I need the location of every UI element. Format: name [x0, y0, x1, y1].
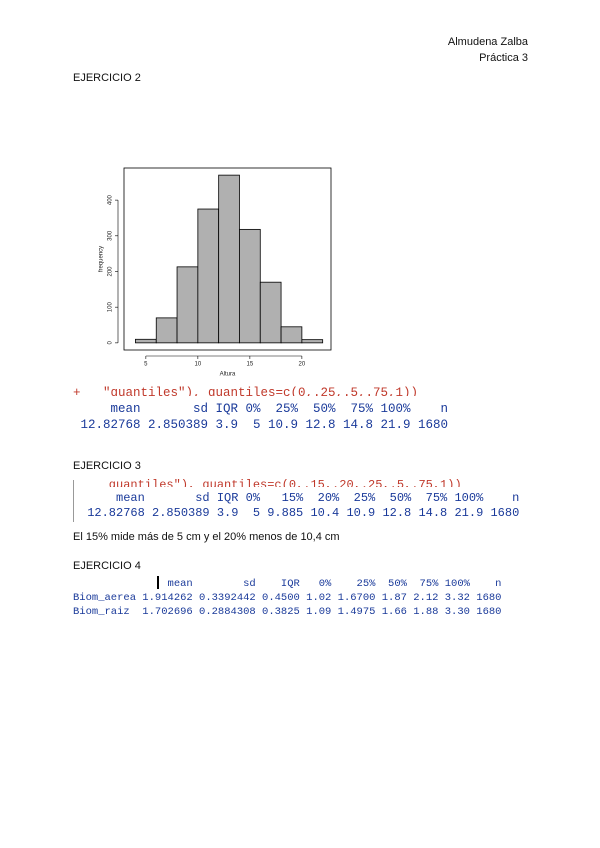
output-line: Biom_raiz 1.702696 0.2884308 0.3825 1.09…	[73, 606, 502, 618]
section-title: EJERCICIO 3	[73, 460, 141, 472]
bar	[301, 339, 324, 344]
y-tick-label: 100	[108, 302, 114, 313]
y-tick-label: 200	[108, 266, 114, 277]
x-tick-label: 10	[195, 362, 202, 368]
bar	[218, 174, 240, 344]
x-tick-label: 20	[299, 362, 306, 368]
bar	[197, 208, 220, 344]
plot-frame	[123, 167, 332, 351]
subtitle: Práctica 3	[479, 52, 528, 64]
bar	[280, 326, 303, 344]
section-title: EJERCICIO 2	[73, 72, 141, 84]
y-axis-label: frequency	[99, 246, 105, 272]
note: El 15% mide más de 5 cm y el 20% menos d…	[73, 531, 340, 543]
output-line: Biom_aerea 1.914262 0.3392442 0.4500 1.0…	[73, 592, 502, 604]
bar	[155, 317, 178, 344]
bar	[135, 338, 157, 344]
code-line: + "quantiles"), quantiles=c(0,.25,.5,.75…	[73, 386, 419, 396]
bar	[239, 228, 261, 344]
output-line: 12.82768 2.850389 3.9 5 10.9 12.8 14.8 2…	[73, 418, 449, 432]
output-line: mean sd IQR 0% 25% 50% 75% 100% n	[73, 402, 449, 416]
cursor	[157, 576, 159, 589]
x-axis-label: Altura	[220, 372, 236, 378]
y-tick-label: 0	[108, 341, 114, 345]
y-tick-label: 300	[108, 230, 114, 241]
output-line: mean sd IQR 0% 15% 20% 25% 50% 75% 100% …	[80, 491, 520, 505]
bar	[176, 266, 199, 344]
output-line: 12.82768 2.850389 3.9 5 9.885 10.4 10.9 …	[80, 506, 520, 520]
x-tick-label: 15	[247, 362, 254, 368]
bar	[259, 281, 282, 344]
code-border	[73, 480, 74, 522]
code-line: quantiles"), quantiles=c(0,.15,.20,.25,.…	[80, 478, 462, 487]
output-line: mean sd IQR 0% 25% 50% 75% 100% n	[73, 578, 502, 590]
section-title: EJERCICIO 4	[73, 560, 141, 572]
author: Almudena Zalba	[447, 36, 528, 48]
x-tick-label: 5	[144, 362, 148, 368]
y-tick-label: 400	[108, 194, 114, 205]
